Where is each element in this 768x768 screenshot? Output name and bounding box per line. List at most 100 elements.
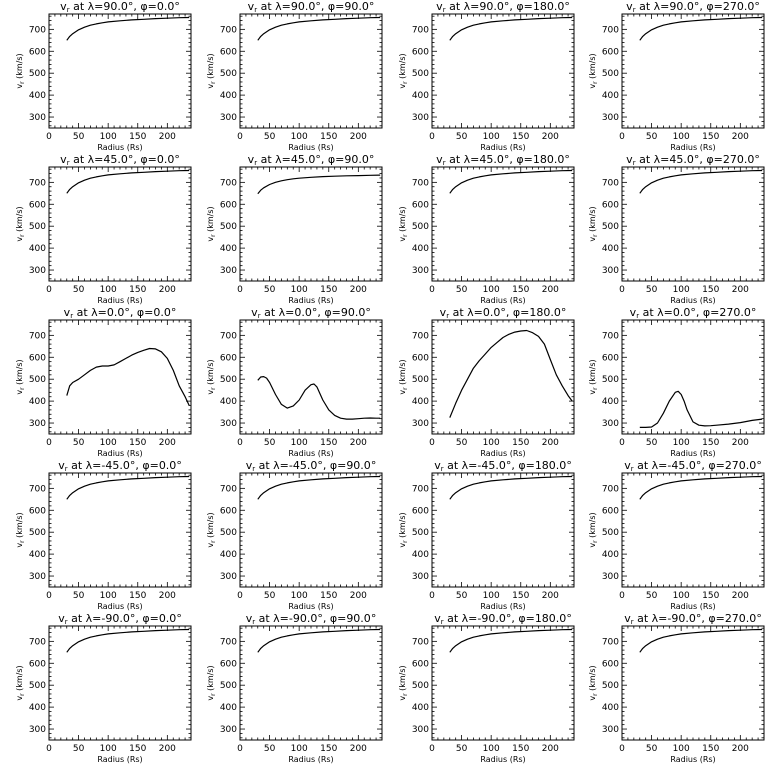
- x-tick-label: 0: [619, 591, 625, 601]
- y-tick-label: 300: [602, 725, 619, 735]
- panel-title: vr at λ=90.0°, φ=0.0°: [60, 0, 180, 14]
- x-axis-label: Radius (Rs): [480, 755, 525, 764]
- title-latitude: 90.0: [103, 0, 128, 13]
- title-latitude: 0.0: [483, 306, 501, 319]
- y-tick-label: 700: [602, 25, 619, 35]
- panel-title: vr at λ=-45.0°, φ=180.0°: [434, 459, 572, 473]
- title-longitude: 0.0: [159, 612, 177, 625]
- title-longitude: 0.0: [157, 153, 175, 166]
- vr-curve: [449, 475, 573, 500]
- y-tick-label: 600: [602, 353, 619, 363]
- plot-frame: [48, 319, 192, 435]
- x-tick-label: 50: [646, 591, 658, 601]
- y-axis-label: vr (km/s): [398, 206, 409, 241]
- x-tick-label: 0: [46, 591, 52, 601]
- y-tick-label: 600: [602, 200, 619, 210]
- y-tick-label: 700: [602, 637, 619, 647]
- plot-frame: [621, 625, 765, 741]
- vr-curve: [257, 174, 381, 195]
- x-tick-label: 100: [673, 591, 690, 601]
- x-tick-label: 150: [320, 438, 337, 448]
- y-tick-label: 400: [29, 550, 46, 560]
- y-tick-label: 400: [602, 244, 619, 254]
- vr-curve: [449, 628, 573, 653]
- plot-frame: [431, 472, 575, 588]
- vr-curve: [257, 628, 381, 653]
- plot-frame: [431, 166, 575, 282]
- x-axis-label: Radius (Rs): [288, 296, 333, 305]
- panel-title: vr at λ=-90.0°, φ=0.0°: [58, 612, 182, 626]
- panel: vr at λ=-45.0°, φ=180.0° 0 50 100 150 200 300 4…: [398, 459, 575, 611]
- x-tick-label: 50: [73, 591, 85, 601]
- panel-title: vr at λ=45.0°, φ=0.0°: [60, 153, 180, 167]
- title-latitude: 0.0: [294, 306, 312, 319]
- x-axis-label: Radius (Rs): [288, 755, 333, 764]
- x-tick-label: 200: [732, 744, 749, 754]
- vr-curve: [639, 390, 763, 428]
- title-longitude: 270.0: [725, 612, 757, 625]
- y-tick-label: 700: [412, 25, 429, 35]
- y-axis-label: vr (km/s): [588, 206, 599, 241]
- panel-title: vr at λ=-45.0°, φ=0.0°: [58, 459, 182, 473]
- title-longitude: 0.0: [153, 306, 171, 319]
- x-axis-label: Radius (Rs): [288, 602, 333, 611]
- x-tick-label: 0: [237, 744, 243, 754]
- x-tick-label: 0: [46, 285, 52, 295]
- y-tick-label: 700: [220, 484, 237, 494]
- y-tick-label: 700: [412, 178, 429, 188]
- x-tick-label: 150: [702, 132, 719, 142]
- x-tick-label: 50: [646, 438, 658, 448]
- x-tick-label: 50: [646, 744, 658, 754]
- y-tick-label: 400: [220, 397, 237, 407]
- y-tick-label: 700: [412, 331, 429, 341]
- x-tick-label: 0: [429, 744, 435, 754]
- y-axis-label: vr (km/s): [206, 206, 217, 241]
- panel-title: vr at λ=-90.0°, φ=180.0°: [434, 612, 572, 626]
- x-tick-label: 100: [673, 438, 690, 448]
- y-tick-label: 400: [220, 703, 237, 713]
- y-tick-label: 500: [602, 681, 619, 691]
- y-tick-label: 600: [220, 506, 237, 516]
- x-tick-label: 150: [129, 438, 146, 448]
- title-latitude: -45.0: [289, 459, 317, 472]
- panel-title: vr at λ=0.0°, φ=0.0°: [64, 306, 177, 320]
- y-tick-label: 400: [220, 91, 237, 101]
- x-axis-label: Radius (Rs): [97, 296, 142, 305]
- vr-curve: [66, 628, 190, 653]
- y-tick-label: 500: [29, 375, 46, 385]
- y-tick-label: 600: [220, 659, 237, 669]
- y-tick-label: 400: [29, 397, 46, 407]
- x-tick-label: 100: [291, 744, 308, 754]
- x-axis-label: Radius (Rs): [670, 449, 715, 458]
- x-tick-label: 50: [456, 285, 468, 295]
- panel-title: vr at λ=45.0°, φ=180.0°: [436, 153, 570, 167]
- y-tick-label: 600: [220, 200, 237, 210]
- y-tick-label: 500: [220, 375, 237, 385]
- y-tick-label: 600: [220, 353, 237, 363]
- y-tick-label: 500: [412, 681, 429, 691]
- y-tick-label: 300: [412, 266, 429, 276]
- x-tick-label: 200: [732, 591, 749, 601]
- y-axis-label: vr (km/s): [206, 665, 217, 700]
- x-tick-label: 150: [512, 132, 529, 142]
- x-tick-label: 50: [264, 438, 276, 448]
- x-tick-label: 200: [732, 438, 749, 448]
- x-tick-label: 50: [456, 744, 468, 754]
- y-tick-label: 400: [602, 397, 619, 407]
- x-tick-label: 150: [702, 438, 719, 448]
- y-axis-label: vr (km/s): [398, 665, 409, 700]
- y-tick-label: 700: [29, 178, 46, 188]
- title-longitude: 90.0: [344, 0, 369, 13]
- panel: vr at λ=0.0°, φ=90.0° 0 50 100 150 200 300 400 5…: [206, 306, 383, 458]
- x-tick-label: 200: [542, 285, 559, 295]
- x-tick-label: 0: [429, 285, 435, 295]
- x-axis-label: Radius (Rs): [97, 602, 142, 611]
- x-axis-label: Radius (Rs): [670, 602, 715, 611]
- panel: vr at λ=-45.0°, φ=90.0° 0 50 100 150 200 300 40…: [206, 459, 383, 611]
- y-tick-label: 300: [220, 725, 237, 735]
- y-tick-label: 500: [412, 222, 429, 232]
- y-tick-label: 300: [412, 113, 429, 123]
- x-tick-label: 0: [619, 132, 625, 142]
- x-tick-label: 200: [350, 285, 367, 295]
- x-tick-label: 150: [702, 744, 719, 754]
